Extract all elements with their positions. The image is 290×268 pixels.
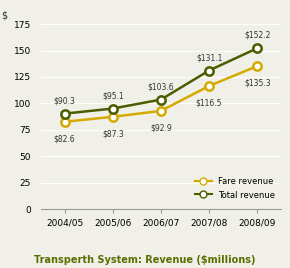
Text: $152.2: $152.2 — [244, 31, 270, 40]
Text: $92.9: $92.9 — [150, 123, 172, 132]
Legend: Fare revenue, Total revenue: Fare revenue, Total revenue — [193, 176, 277, 201]
Fare revenue — [255, 65, 259, 68]
Total revenue — [207, 69, 211, 72]
Fare revenue — [159, 109, 163, 113]
Text: $103.6: $103.6 — [148, 82, 174, 91]
Text: $87.3: $87.3 — [102, 129, 124, 138]
Fare revenue — [63, 120, 66, 123]
Text: $95.1: $95.1 — [102, 91, 124, 100]
Total revenue — [255, 47, 259, 50]
Total revenue — [63, 112, 66, 115]
Text: $131.1: $131.1 — [196, 53, 222, 62]
Text: $135.3: $135.3 — [244, 79, 271, 88]
Fare revenue — [207, 84, 211, 88]
Fare revenue — [111, 115, 115, 118]
Line: Fare revenue: Fare revenue — [61, 62, 261, 126]
Text: $116.5: $116.5 — [196, 98, 222, 107]
Text: Transperth System: Revenue ($millions): Transperth System: Revenue ($millions) — [34, 255, 256, 265]
Text: $82.6: $82.6 — [54, 134, 75, 143]
Text: $: $ — [1, 10, 7, 20]
Total revenue — [111, 107, 115, 110]
Line: Total revenue: Total revenue — [61, 44, 261, 118]
Text: $90.3: $90.3 — [54, 96, 76, 105]
Total revenue — [159, 98, 163, 101]
